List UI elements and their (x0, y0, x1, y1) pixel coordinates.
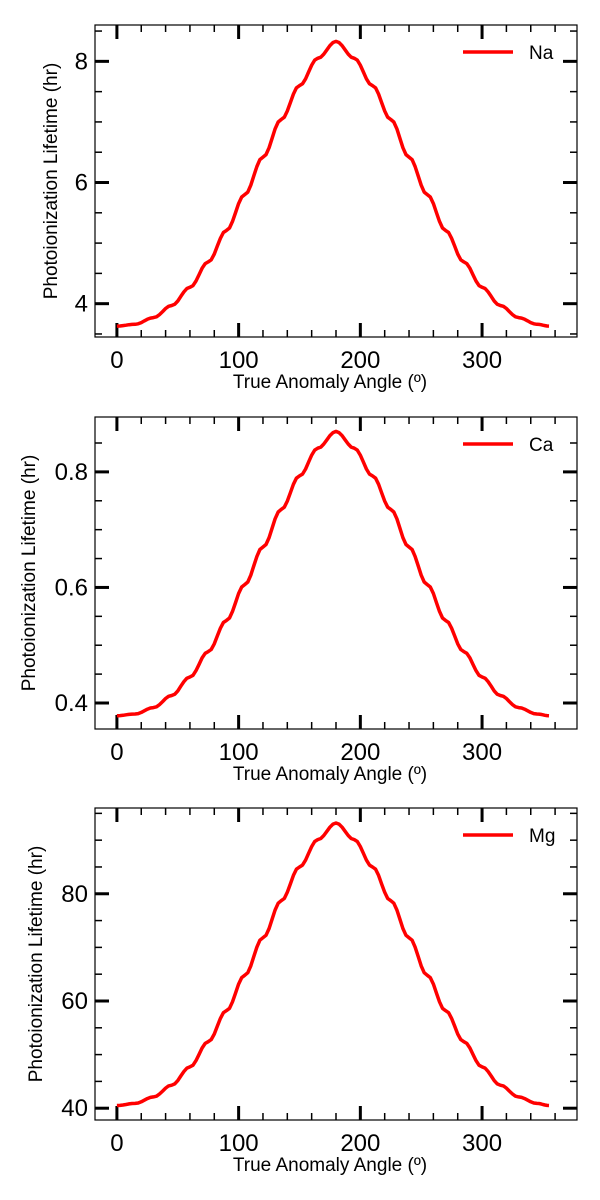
legend-label: Mg (529, 826, 555, 847)
x-tick-label: 0 (110, 347, 123, 374)
x-axis-label: True Anomaly Angle (º) (233, 1155, 427, 1176)
x-tick-label: 300 (462, 739, 502, 766)
x-tick-label: 300 (462, 1130, 502, 1157)
y-axis-label: Photoionization Lifetime (hr) (41, 63, 62, 300)
x-axis-label: True Anomaly Angle (º) (233, 764, 427, 785)
chart-panel-3: 0 100 200 300 40 60 80 Mg True Anomaly Angle (º)… (26, 807, 578, 1176)
plot-frame (94, 416, 578, 730)
y-axis-label: Photoionization Lifetime (hr) (26, 846, 47, 1083)
chart-panel-1: 0 100 200 300 4 6 8 Na True Anomaly Angle (º) Pho… (41, 24, 578, 393)
series-line-mg (116, 821, 550, 1108)
x-tick-label: 0 (110, 739, 123, 766)
y-tick-label: 0.6 (55, 574, 88, 601)
legend-label: Ca (529, 435, 554, 456)
plot-frame (94, 807, 578, 1121)
series-line-ca (116, 429, 550, 718)
y-tick-label: 0.8 (55, 459, 88, 486)
y-tick-label: 8 (75, 48, 88, 75)
y-tick-label: 6 (75, 170, 88, 197)
x-tick-label: 200 (340, 739, 380, 766)
x-tick-label: 200 (340, 347, 380, 374)
x-tick-label: 0 (110, 1130, 123, 1157)
y-tick-label: 4 (75, 291, 88, 318)
x-tick-label: 100 (219, 739, 259, 766)
y-tick-label: 0.4 (55, 690, 88, 717)
x-tick-label: 200 (340, 1130, 380, 1157)
x-tick-label: 100 (219, 347, 259, 374)
x-tick-label: 100 (219, 1130, 259, 1157)
x-tick-label: 300 (462, 347, 502, 374)
y-tick-label: 60 (61, 988, 88, 1015)
plot-frame (94, 24, 578, 338)
series-line-na (116, 39, 550, 328)
x-axis-label: True Anomaly Angle (º) (233, 372, 427, 393)
y-axis-label: Photoionization Lifetime (hr) (19, 455, 40, 692)
legend-label: Na (529, 43, 554, 64)
y-tick-label: 80 (61, 881, 88, 908)
y-tick-label: 40 (61, 1095, 88, 1122)
chart-panel-2: 0 100 200 300 0.4 0.6 0.8 Ca True Anomaly Angle … (19, 416, 578, 785)
